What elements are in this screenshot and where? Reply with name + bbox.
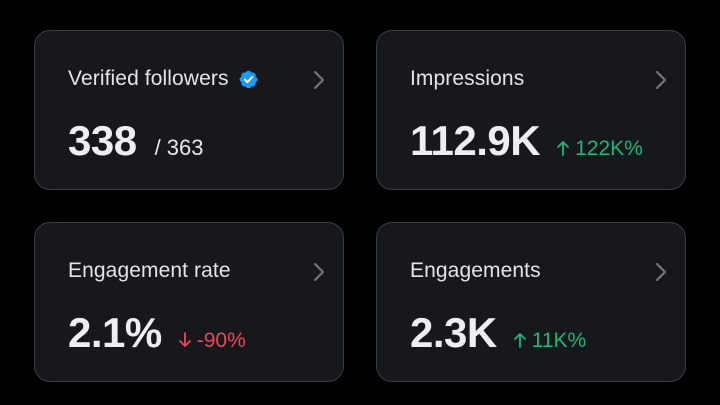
engagements-label: Engagements	[410, 259, 541, 282]
impressions-value: 112.9K	[410, 117, 541, 164]
chevron-right-icon[interactable]	[653, 69, 669, 91]
verified-badge-icon	[239, 70, 258, 88]
impressions-delta: 122K%	[556, 137, 643, 161]
engagement-rate-delta-value: -90%	[196, 329, 246, 352]
arrow-up-icon	[513, 333, 526, 348]
card-title: Engagement rate	[68, 259, 231, 283]
arrow-up-icon	[557, 141, 570, 156]
engagement-rate-delta: -90%	[178, 329, 246, 353]
arrow-down-icon	[178, 332, 191, 347]
verified-followers-value: 338	[68, 117, 137, 164]
verified-followers-card[interactable]: Verified followers 338 / 363	[34, 30, 344, 190]
chevron-right-icon[interactable]	[311, 69, 327, 91]
verified-followers-total: / 363	[154, 135, 204, 160]
impressions-label: Impressions	[410, 67, 525, 90]
chevron-right-icon[interactable]	[311, 261, 327, 283]
engagement-rate-label: Engagement rate	[68, 259, 231, 282]
card-title: Verified followers	[68, 67, 259, 91]
card-title: Impressions	[410, 67, 524, 91]
impressions-card[interactable]: Impressions 112.9K 122K%	[376, 30, 686, 190]
engagements-delta-value: 11K%	[531, 329, 587, 352]
verified-followers-label: Verified followers	[68, 67, 229, 90]
value-row: 2.3K 11K%	[410, 309, 586, 357]
engagement-rate-card[interactable]: Engagement rate 2.1% -90%	[34, 222, 344, 382]
engagements-card[interactable]: Engagements 2.3K 11K%	[376, 222, 686, 382]
engagements-value: 2.3K	[410, 309, 497, 356]
impressions-delta-value: 122K%	[575, 137, 643, 160]
engagements-delta: 11K%	[513, 329, 586, 353]
engagement-rate-value: 2.1%	[68, 309, 162, 356]
chevron-right-icon[interactable]	[653, 261, 669, 283]
value-row: 2.1% -90%	[68, 309, 246, 357]
value-row: 112.9K 122K%	[410, 117, 643, 165]
value-row: 338 / 363	[68, 117, 204, 165]
card-title: Engagements	[410, 259, 541, 283]
